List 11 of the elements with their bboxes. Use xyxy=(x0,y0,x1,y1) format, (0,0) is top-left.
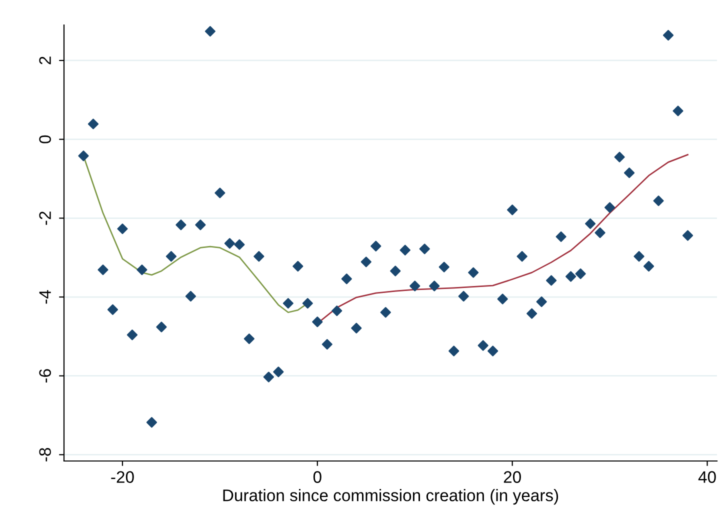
y-tick-label: 2 xyxy=(39,56,51,64)
y-tick-label: 0 xyxy=(39,135,51,144)
x-tick-label: 0 xyxy=(313,471,322,483)
x-tick-label: 20 xyxy=(504,471,521,483)
x-axis-title: Duration since commission creation (in years) xyxy=(223,489,558,505)
x-tick-label: 40 xyxy=(698,471,716,483)
y-tick-label: -6 xyxy=(39,369,51,383)
y-tick-label: -8 xyxy=(39,448,51,462)
x-tick-label: -20 xyxy=(111,471,134,483)
y-tick-label: -4 xyxy=(39,290,51,304)
y-tick-label: -2 xyxy=(39,212,51,225)
